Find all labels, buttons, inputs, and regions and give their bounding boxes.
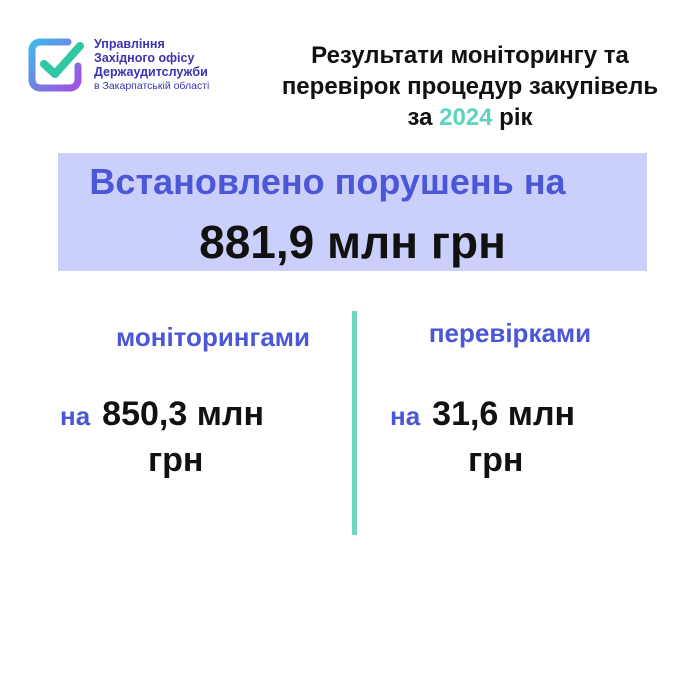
monitoring-column: моніторингами на 850,3 млн грн	[60, 322, 330, 483]
title-pre: за	[407, 104, 433, 131]
inspections-amount-row: на 31,6 млн	[390, 391, 630, 437]
monitoring-amount-row: на 850,3 млн	[60, 391, 330, 437]
inspections-prefix: на	[390, 401, 421, 431]
logo-checkmark-icon	[28, 38, 84, 92]
monitoring-unit: грн	[148, 441, 204, 479]
page-title: Результати моніторингу та перевірок проц…	[250, 40, 690, 133]
org-region: в Закарпатській області	[94, 80, 210, 92]
inspections-column: перевірками на 31,6 млн грн	[390, 318, 630, 483]
monitoring-amount: 850,3 млн	[102, 395, 264, 433]
banner-label: Встановлено порушень на	[89, 161, 566, 202]
title-line: перевірок процедур закупівель	[281, 73, 659, 100]
inspections-unit: грн	[468, 441, 524, 479]
title-post: рік	[499, 104, 533, 131]
org-line: Західного офісу	[94, 51, 195, 65]
monitoring-label: моніторингами	[115, 322, 311, 352]
org-line: Управління	[94, 37, 165, 51]
column-divider	[352, 311, 357, 535]
org-line: Держаудитслужби	[94, 65, 208, 79]
title-line: Результати моніторингу та	[311, 42, 629, 69]
total-violations-banner: Встановлено порушень на 881,9 млн грн	[58, 153, 647, 271]
inspections-label: перевірками	[428, 318, 592, 348]
banner-amount: 881,9 млн грн	[199, 216, 506, 268]
title-line: за 2024 рік	[250, 102, 690, 133]
inspections-amount: 31,6 млн	[432, 395, 576, 433]
monitoring-prefix: на	[60, 401, 91, 431]
organization-name: Управління Західного офісу Держаудитслуж…	[94, 37, 209, 93]
title-year: 2024	[439, 104, 493, 131]
